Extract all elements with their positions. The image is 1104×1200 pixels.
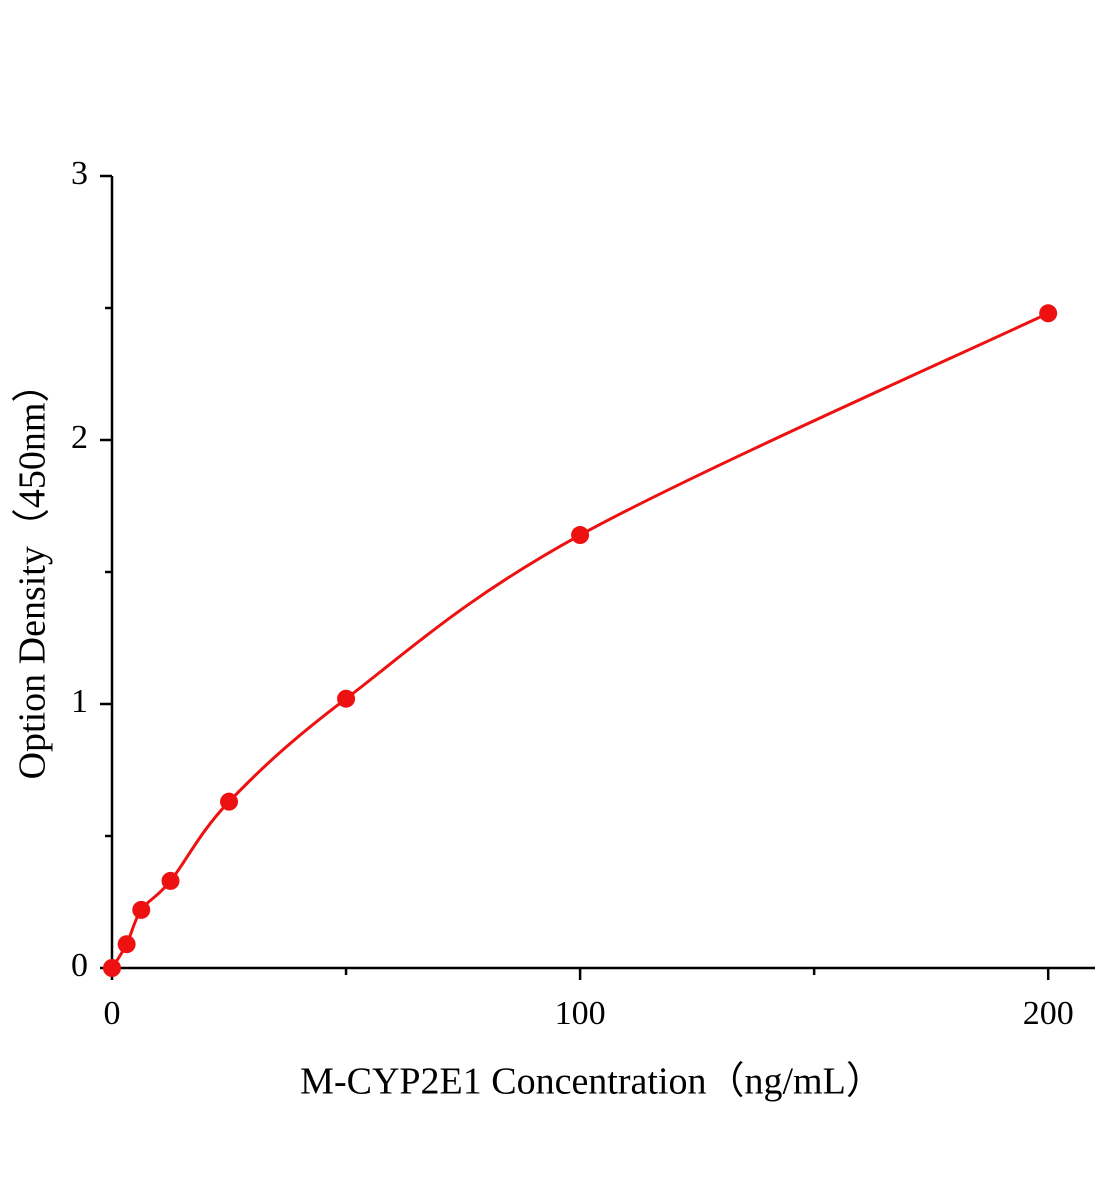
x-tick-label: 100: [555, 995, 606, 1032]
y-axis-label: Option Density（450nm）: [12, 365, 54, 780]
x-axis-label: M-CYP2E1 Concentration（ng/mL）: [300, 1061, 884, 1103]
y-tick-label: 1: [71, 683, 88, 720]
data-point: [571, 526, 590, 545]
y-tick-label: 3: [71, 155, 88, 192]
y-tick-label: 0: [71, 947, 88, 984]
data-point: [103, 959, 121, 977]
fit-line: [110, 311, 1049, 969]
x-tick-label: 0: [104, 995, 121, 1032]
data-point: [220, 792, 239, 811]
data-point: [1039, 304, 1058, 323]
data-point: [117, 935, 136, 954]
data-point: [337, 689, 356, 708]
y-tick-label: 2: [71, 419, 88, 456]
x-tick-label: 200: [1023, 995, 1074, 1032]
data-point: [132, 900, 151, 919]
data-point: [161, 871, 180, 890]
